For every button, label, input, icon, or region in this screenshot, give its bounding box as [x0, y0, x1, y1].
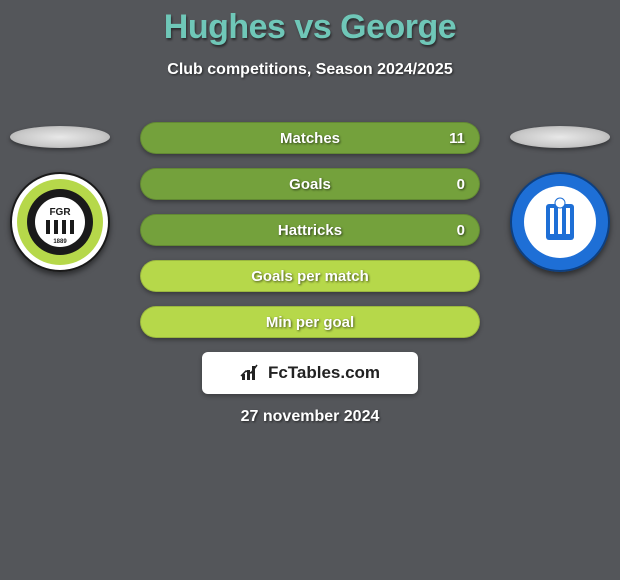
stat-row: Matches11: [140, 122, 480, 154]
stat-label: Min per goal: [141, 314, 479, 331]
stat-value-right: 0: [457, 222, 465, 239]
svg-text:1889: 1889: [53, 239, 67, 245]
club-logo-left: FGR 1889: [10, 172, 110, 272]
halo-ellipse: [510, 126, 610, 148]
halo-ellipse: [10, 126, 110, 148]
branding-text: FcTables.com: [268, 363, 380, 383]
stat-row: Min per goal: [140, 306, 480, 338]
player-right-badge: FC HALIFAX TOWN THE SHAYMEN: [510, 120, 610, 260]
stat-label: Hattricks: [141, 222, 479, 239]
stat-row: Goals0: [140, 168, 480, 200]
stat-row: Goals per match: [140, 260, 480, 292]
stat-label: Matches: [141, 130, 479, 147]
svg-text:FGR: FGR: [49, 207, 71, 218]
forest-green-logo-icon: FGR 1889: [10, 172, 110, 272]
player-left-badge: FGR 1889: [10, 120, 110, 260]
branding-bar: FcTables.com: [202, 352, 418, 394]
club-logo-right: FC HALIFAX TOWN THE SHAYMEN: [510, 172, 610, 272]
stat-row: Hattricks0: [140, 214, 480, 246]
stat-label: Goals: [141, 176, 479, 193]
stat-value-right: 0: [457, 176, 465, 193]
page-title: Hughes vs George: [0, 0, 620, 47]
page-subtitle: Club competitions, Season 2024/2025: [0, 61, 620, 79]
stat-value-right: 11: [449, 130, 465, 147]
halifax-town-logo-icon: FC HALIFAX TOWN THE SHAYMEN: [510, 172, 610, 272]
stats-container: Matches11Goals0Hattricks0Goals per match…: [140, 122, 480, 352]
stat-label: Goals per match: [141, 268, 479, 285]
chart-icon: [240, 364, 262, 382]
footer-date: 27 november 2024: [0, 408, 620, 426]
